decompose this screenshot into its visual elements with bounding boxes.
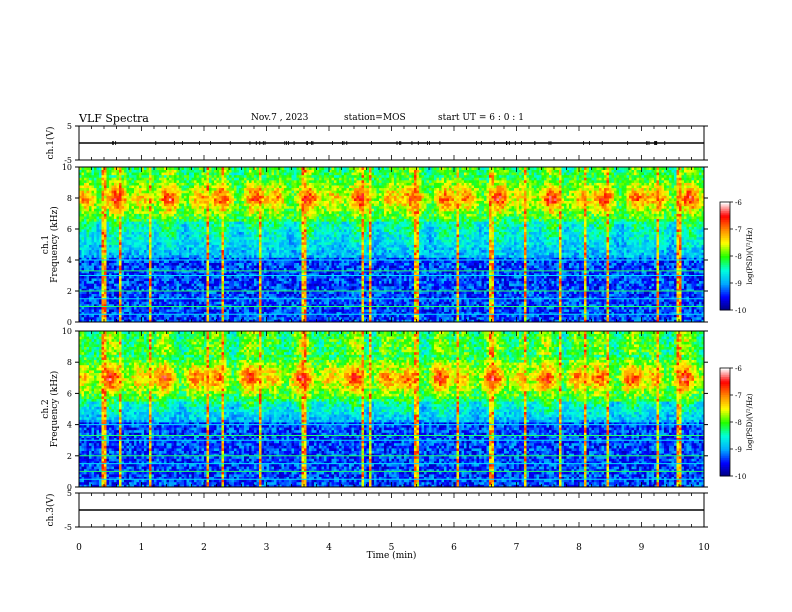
y-tick-label: 8: [67, 194, 72, 203]
y-tick-label: -5: [64, 156, 72, 165]
colorbar-label: log(PSD)(V²/Hz): [746, 227, 754, 284]
y-axis-label: ch.1: [41, 235, 51, 254]
y-axis-label: ch.2: [41, 399, 51, 418]
x-tick-label: 3: [264, 543, 270, 553]
colorbar-tick-label: -10: [735, 473, 746, 481]
x-tick-label: 5: [389, 543, 395, 553]
chart-title: VLF Spectra: [79, 112, 149, 125]
y-axis-label: ch.3(V): [45, 494, 56, 527]
y-tick-label: -5: [64, 523, 72, 532]
colorbar-tick-label: -6: [735, 365, 742, 373]
colorbar-tick-label: -8: [735, 253, 742, 261]
date-label: Nov.7 , 2023: [251, 113, 308, 123]
start-time-label: start UT = 6 : 0 : 1: [438, 113, 524, 123]
x-tick-label: 6: [451, 543, 457, 553]
x-tick-label: 7: [514, 543, 520, 553]
y-tick-label: 0: [67, 318, 72, 327]
colorbar-tick-label: -8: [735, 419, 742, 427]
panel-1: [75, 125, 708, 161]
y-tick-label: 8: [67, 358, 72, 367]
y-axis-label: Frequency (kHz): [49, 371, 60, 448]
y-tick-label: 0: [67, 483, 72, 492]
colorbar-1: [719, 201, 733, 311]
y-tick-label: 6: [67, 389, 72, 398]
y-axis-label: Frequency (kHz): [49, 206, 60, 283]
y-tick-label: 6: [67, 225, 72, 234]
y-tick-label: 5: [67, 489, 72, 498]
colorbar-tick-label: -7: [735, 226, 742, 234]
colorbar-tick-label: -9: [735, 280, 742, 288]
y-tick-label: 10: [62, 327, 72, 336]
x-tick-label: 9: [639, 543, 645, 553]
x-tick-label: 1: [139, 543, 145, 553]
panel-4: [75, 492, 708, 528]
x-tick-label: 8: [576, 543, 582, 553]
colorbar-tick-label: -6: [735, 199, 742, 207]
x-tick-label: 2: [201, 543, 207, 553]
panel-2: [75, 166, 708, 323]
colorbar-tick-label: -9: [735, 446, 742, 454]
y-tick-label: 4: [67, 256, 72, 265]
y-tick-label: 5: [67, 122, 72, 131]
x-tick-label: 0: [76, 543, 82, 553]
panel-3: [75, 330, 708, 488]
colorbar-tick-label: -7: [735, 392, 742, 400]
colorbar-tick-label: -10: [735, 307, 746, 315]
x-tick-label: 10: [698, 543, 710, 553]
y-axis-label: ch.1(V): [45, 127, 56, 160]
y-tick-label: 2: [67, 287, 72, 296]
colorbar-label: log(PSD)(V²/Hz): [746, 393, 754, 450]
station-label: station=MOS: [344, 113, 406, 123]
x-tick-label: 4: [326, 543, 332, 553]
y-tick-label: 4: [67, 421, 72, 430]
y-tick-label: 2: [67, 452, 72, 461]
y-tick-label: 10: [62, 163, 72, 172]
colorbar-2: [719, 367, 733, 477]
x-axis-label: Time (min): [367, 550, 417, 561]
